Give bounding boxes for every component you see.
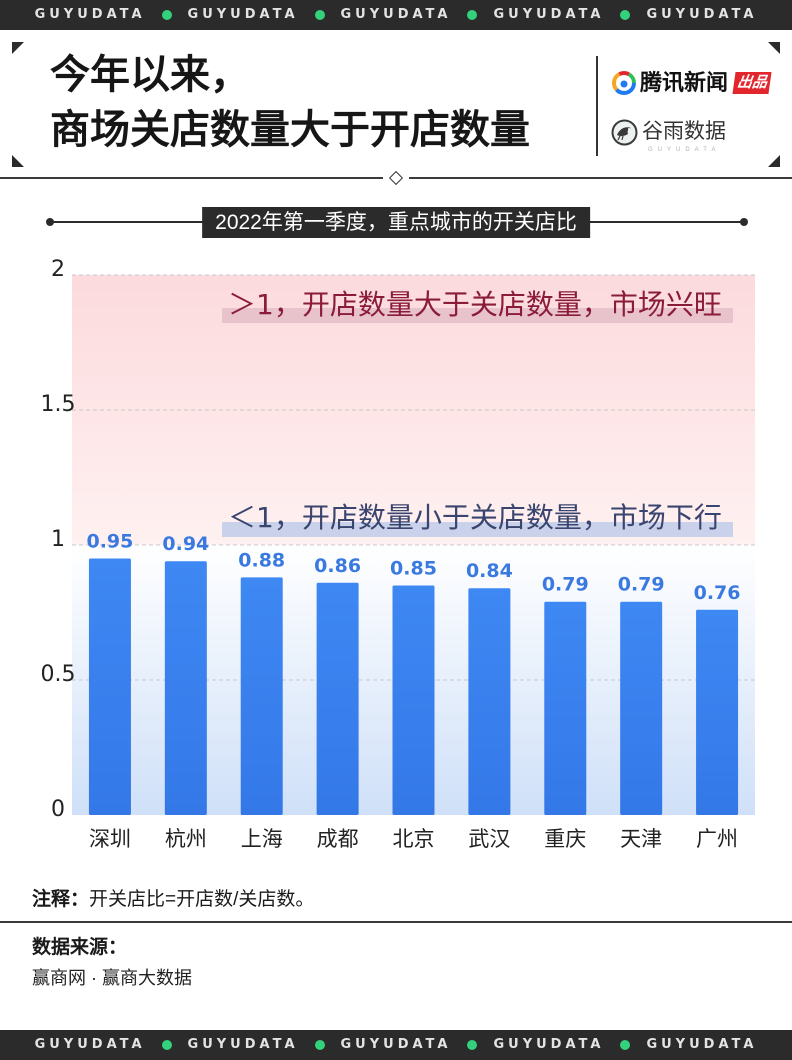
x-axis-labels: 深圳 杭州 上海 成都 北京 武汉 重庆 天津 广州 xyxy=(89,827,738,851)
note-text: 开关店比=开店数/关店数。 xyxy=(89,889,315,910)
bar xyxy=(316,582,359,815)
brand-wordmark: GUYUDATA xyxy=(646,7,758,22)
bar xyxy=(620,601,663,815)
rule-end-dot-icon xyxy=(740,218,748,226)
source-label: 数据来源： xyxy=(32,937,128,958)
bottom-brand-band: GUYUDATA GUYUDATA GUYUDATA GUYUDATA GUYU… xyxy=(0,1030,792,1060)
value-label: 0.85 xyxy=(390,558,437,580)
brand-wordmark: GUYUDATA xyxy=(187,7,299,22)
corner-triangle-icon xyxy=(12,42,24,54)
value-label: 0.79 xyxy=(618,574,665,596)
x-tick-label: 杭州 xyxy=(165,827,207,851)
guyu-bird-logo-icon xyxy=(611,119,638,146)
value-labels: 0.95 0.94 0.88 0.86 0.85 0.84 0.79 0.79 0.76 xyxy=(86,531,740,604)
annotation-below-one-text: ＜1，开店数量小于关店数量，市场下行 xyxy=(228,501,722,534)
source-text: 赢商网 · 赢商大数据 xyxy=(32,968,192,988)
x-tick-label: 广州 xyxy=(696,827,738,851)
brand-wordmark: GUYUDATA xyxy=(493,1037,605,1052)
y-axis-labels: 0 0.5 1 1.5 2 xyxy=(41,257,76,822)
green-dot-icon xyxy=(161,1040,172,1050)
corner-triangle-icon xyxy=(768,155,780,167)
value-label: 0.76 xyxy=(694,582,741,604)
y-tick-label: 0.5 xyxy=(41,662,76,687)
brand-wordmark: GUYUDATA xyxy=(34,7,146,22)
bar xyxy=(164,561,207,815)
x-tick-label: 成都 xyxy=(317,827,359,851)
bar xyxy=(696,609,739,815)
bars xyxy=(88,558,739,815)
publisher-tag-badge: 出品 xyxy=(732,72,772,94)
corner-triangle-icon xyxy=(768,42,780,54)
annotation-above-one-text: ＞1，开店数量大于关店数量，市场兴旺 xyxy=(228,288,722,321)
top-brand-band: GUYUDATA GUYUDATA GUYUDATA GUYUDATA GUYU… xyxy=(0,0,792,30)
note-label: 注释： xyxy=(32,889,90,910)
brand-wordmark: GUYUDATA xyxy=(187,1037,299,1052)
value-label: 0.79 xyxy=(542,574,589,596)
y-tick-label: 1.5 xyxy=(41,392,76,417)
page-title-line-2: 商场关店数量大于开店数量 xyxy=(50,108,530,152)
bar xyxy=(468,588,511,815)
bar xyxy=(88,558,131,815)
chart-note: 注释：开关店比=开店数/关店数。 xyxy=(32,887,314,913)
brand-wordmark: GUYUDATA xyxy=(340,1037,452,1052)
y-tick-label: 2 xyxy=(51,257,65,282)
y-tick-label: 1 xyxy=(51,527,65,552)
bar xyxy=(392,585,435,815)
green-dot-icon xyxy=(467,10,478,20)
x-tick-label: 上海 xyxy=(241,827,283,851)
brand-wordmark: GUYUDATA xyxy=(646,1037,758,1052)
corner-triangle-icon xyxy=(12,155,24,167)
annotation-below-one: ＜1，开店数量小于关店数量，市场下行 xyxy=(222,501,733,537)
bar-chart: 0 0.5 1 1.5 2 ＞1，开店数量大于关店数量，市场兴旺 ＜1，开店数量小于关店… xyxy=(41,257,755,851)
x-tick-label: 北京 xyxy=(393,827,435,851)
green-dot-icon xyxy=(161,10,172,20)
tencent-news-logo-icon xyxy=(612,71,636,95)
value-label: 0.94 xyxy=(162,533,209,555)
bar xyxy=(240,577,283,815)
x-tick-label: 武汉 xyxy=(468,827,510,851)
footer-divider-line xyxy=(0,921,792,923)
divider-ornament xyxy=(383,166,409,190)
annotation-above-one: ＞1，开店数量大于关店数量，市场兴旺 xyxy=(222,288,733,323)
x-tick-label: 重庆 xyxy=(544,827,586,851)
green-dot-icon xyxy=(314,1040,325,1050)
brand-wordmark: GUYUDATA xyxy=(493,7,605,22)
green-dot-icon xyxy=(467,1040,478,1050)
green-dot-icon xyxy=(314,10,325,20)
value-label: 0.95 xyxy=(86,531,133,553)
page-title-line-1: 今年以来， xyxy=(50,53,250,97)
publisher-name: 腾讯新闻 xyxy=(640,70,729,95)
green-dot-icon xyxy=(620,1040,631,1050)
x-tick-label: 天津 xyxy=(620,827,662,851)
bar xyxy=(544,601,587,815)
value-label: 0.86 xyxy=(314,555,361,577)
annotation-above-one-highlight xyxy=(222,308,733,323)
rule-end-dot-icon xyxy=(46,218,54,226)
value-label: 0.84 xyxy=(466,560,513,582)
diamond-icon xyxy=(388,170,404,186)
chart-title: 2022年第一季度，重点城市的开关店比 xyxy=(202,207,590,238)
value-label: 0.88 xyxy=(238,549,285,571)
studio-name: 谷雨数据 xyxy=(642,119,726,143)
brand-wordmark: GUYUDATA xyxy=(34,1037,146,1052)
header-vertical-divider xyxy=(596,56,598,156)
y-tick-label: 0 xyxy=(51,797,65,822)
annotation-below-one-highlight xyxy=(222,522,733,537)
green-dot-icon xyxy=(620,10,631,20)
brand-wordmark: GUYUDATA xyxy=(340,7,452,22)
x-tick-label: 深圳 xyxy=(89,827,131,851)
studio-wordmark: GUYUDATA xyxy=(648,147,721,153)
